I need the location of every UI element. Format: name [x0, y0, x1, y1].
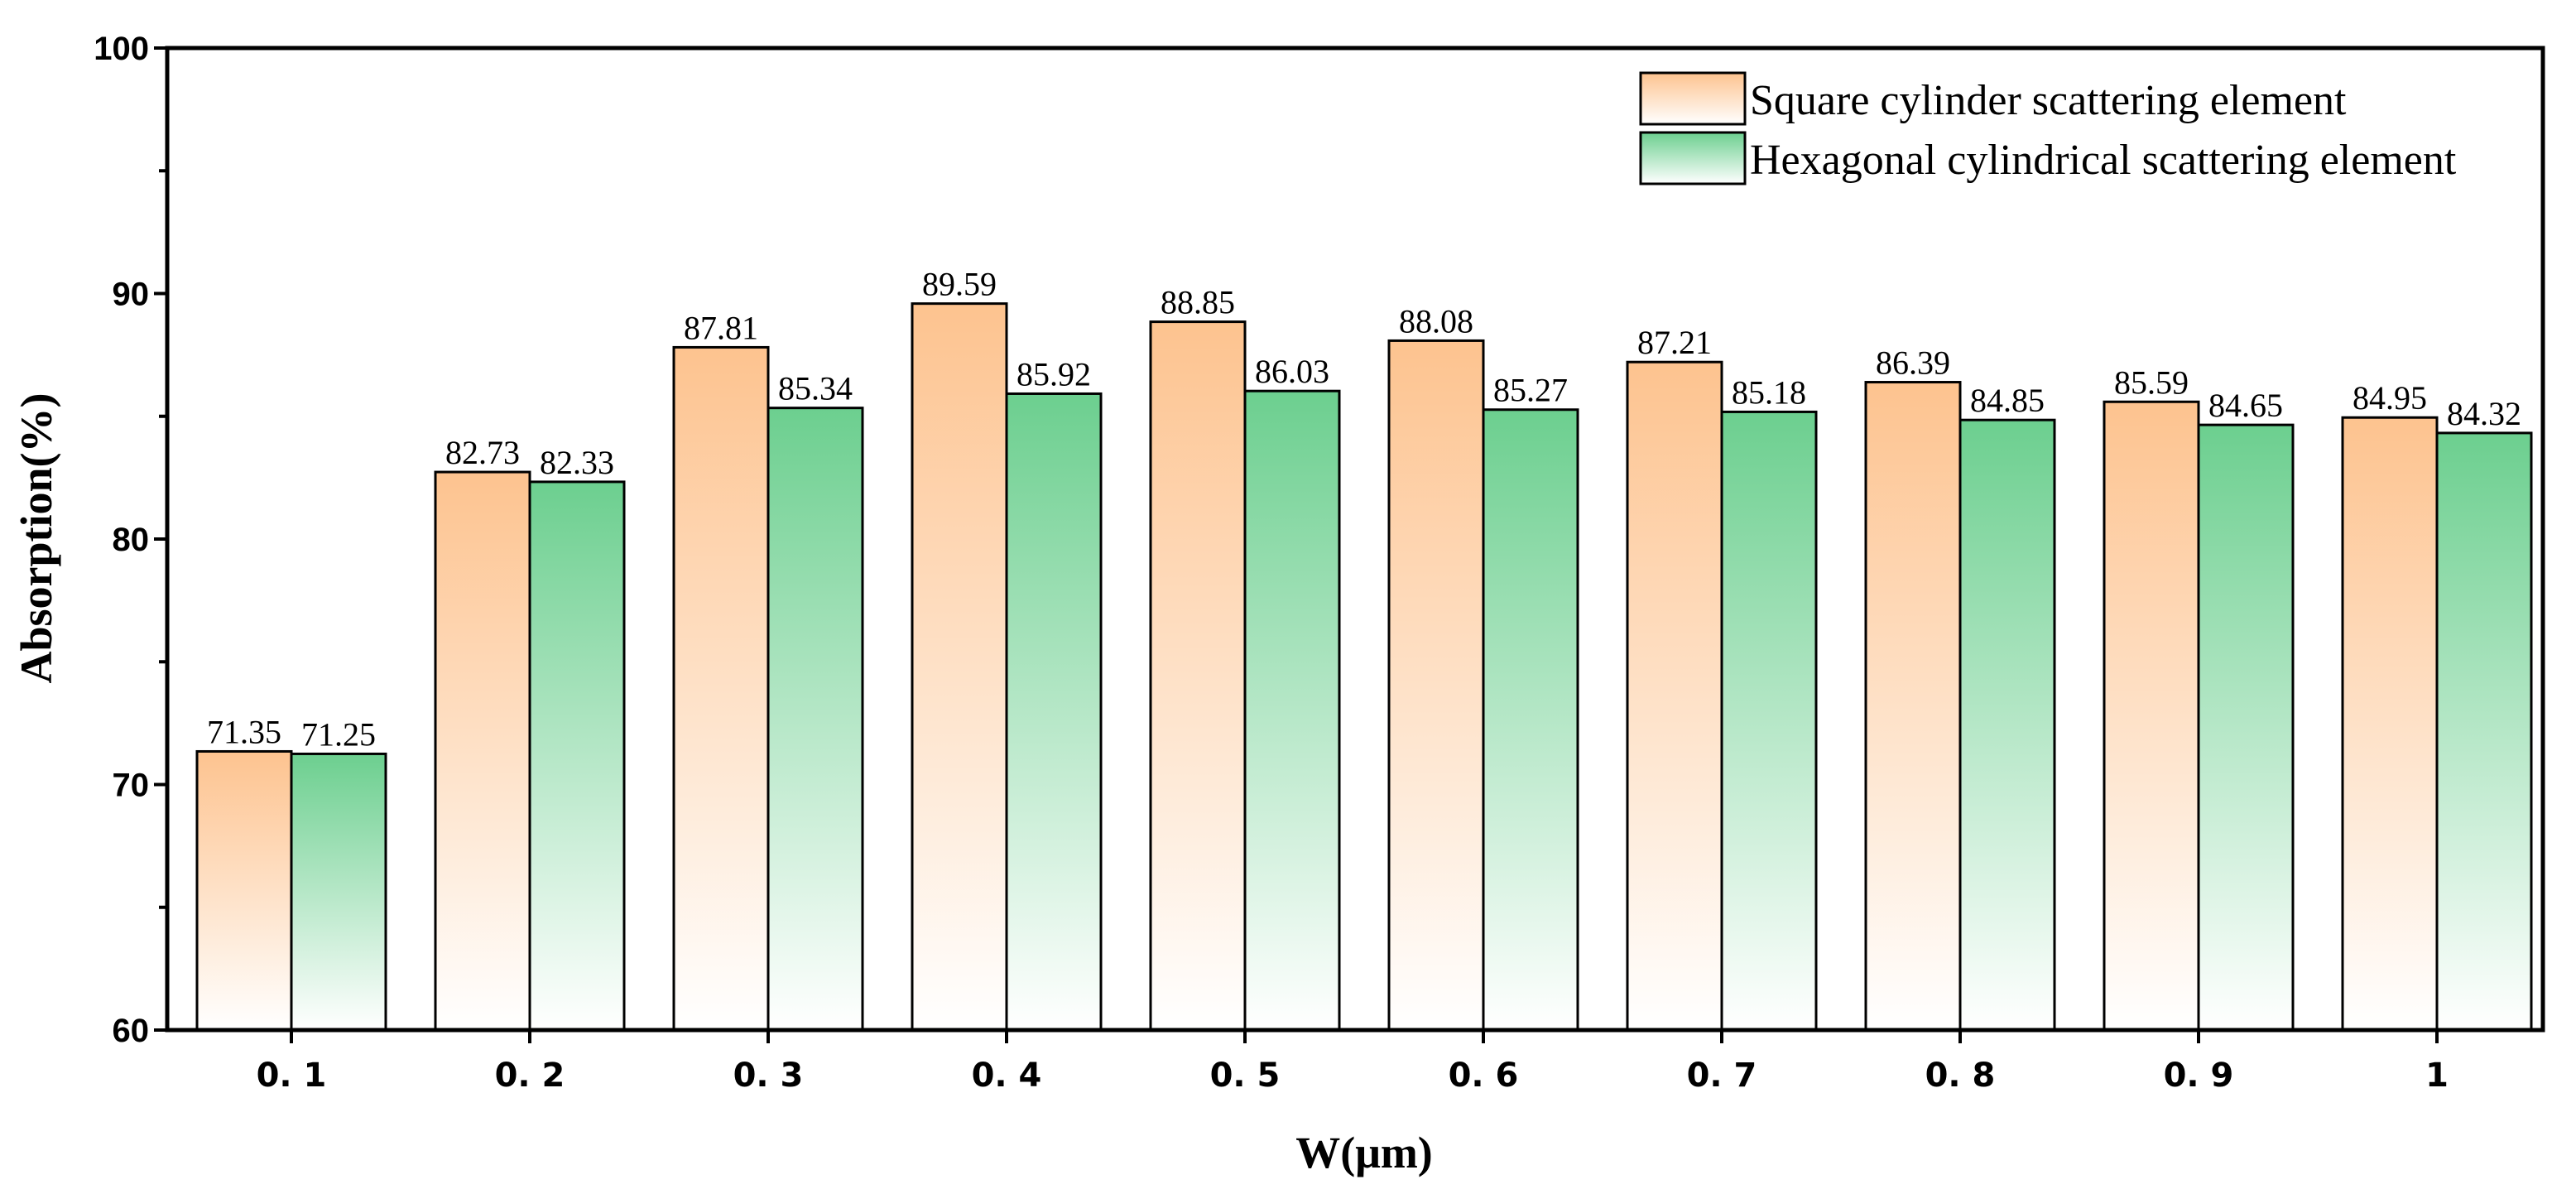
x-tick-label: 0. 8: [1925, 1057, 1996, 1095]
x-tick-label: 1: [2425, 1057, 2449, 1095]
x-tick-label: 0. 9: [2164, 1057, 2234, 1095]
x-axis: 0. 1 0. 2 0. 3 0. 4 0. 5 0. 6 0. 7 0. 8 0. 9 1: [257, 1030, 2449, 1095]
bar-labels-layer: 71.35 71.25 82.73 82.33 87.81 85.34 89.59 85.92…: [207, 266, 2521, 753]
data-label-square-0.6: 88.08: [1399, 302, 1473, 339]
bar-hexagonal-0.8: [1958, 418, 2056, 1032]
y-tick-label: 80: [113, 522, 150, 558]
bar-hexagonal-0.1: [290, 752, 387, 1032]
data-label-square-0.7: 87.21: [1637, 324, 1712, 361]
data-label-hexagonal-0.5: 86.03: [1255, 353, 1329, 390]
bar-hexagonal-0.6: [1482, 408, 1579, 1032]
x-tick-label: 0. 7: [1687, 1057, 1757, 1095]
legend-swatch-square: [1639, 71, 1747, 126]
x-tick-label: 0. 3: [733, 1057, 804, 1095]
data-label-hexagonal-0.2: 82.33: [540, 444, 614, 481]
bars-layer: [195, 302, 2533, 1032]
x-axis-title: W(μm): [1295, 1128, 1433, 1177]
data-label-square-0.8: 86.39: [1876, 344, 1950, 382]
bar-hexagonal-0.5: [1243, 389, 1341, 1032]
bar-square-0.4: [911, 302, 1008, 1032]
bar-square-0.2: [434, 470, 531, 1032]
data-label-hexagonal-0.1: 71.25: [301, 715, 376, 753]
data-label-hexagonal-1: 84.32: [2447, 395, 2521, 432]
bar-square-0.3: [672, 345, 770, 1032]
data-label-square-0.1: 71.35: [207, 713, 281, 750]
data-label-hexagonal-0.9: 84.65: [2208, 387, 2283, 424]
data-label-hexagonal-0.6: 85.27: [1493, 372, 1568, 409]
bar-square-0.6: [1387, 339, 1485, 1032]
x-tick-label: 0. 1: [257, 1057, 327, 1095]
bar-hexagonal-0.9: [2197, 423, 2295, 1032]
y-tick-label: 60: [113, 1013, 150, 1049]
y-axis: 60 70 80 90 100: [94, 31, 167, 1049]
y-tick-label: 70: [113, 768, 150, 804]
y-tick-label: 90: [113, 277, 150, 313]
data-label-square-1: 84.95: [2353, 379, 2427, 416]
data-label-hexagonal-0.4: 85.92: [1016, 355, 1091, 392]
data-label-square-0.3: 87.81: [684, 309, 758, 346]
bar-square-1: [2341, 416, 2439, 1032]
data-label-square-0.9: 85.59: [2114, 363, 2189, 401]
data-label-hexagonal-0.7: 85.18: [1732, 373, 1806, 411]
data-label-square-0.5: 88.85: [1161, 284, 1235, 321]
bar-square-0.8: [1864, 381, 1962, 1032]
bar-hexagonal-0.4: [1005, 392, 1103, 1032]
legend-swatch-hexagonal: [1639, 131, 1747, 185]
legend-label-hexagonal: Hexagonal cylindrical scattering element: [1750, 137, 2457, 184]
y-axis-title: Absorption(%): [12, 392, 61, 683]
y-tick-label: 100: [94, 31, 149, 67]
data-label-square-0.4: 89.59: [922, 266, 997, 303]
data-label-hexagonal-0.8: 84.85: [1970, 382, 2045, 419]
bar-square-0.1: [195, 749, 293, 1032]
bar-hexagonal-0.2: [528, 480, 626, 1032]
x-tick-label: 0. 4: [972, 1057, 1042, 1095]
bar-square-0.5: [1149, 320, 1247, 1032]
data-label-square-0.2: 82.73: [445, 434, 520, 471]
bar-square-0.9: [2103, 400, 2200, 1032]
legend: Square cylinder scattering element Hexag…: [1639, 71, 2457, 185]
data-label-hexagonal-0.3: 85.34: [778, 370, 853, 407]
x-tick-label: 0. 5: [1210, 1057, 1281, 1095]
x-tick-label: 0. 6: [1449, 1057, 1519, 1095]
legend-label-square: Square cylinder scattering element: [1750, 77, 2347, 124]
bar-hexagonal-1: [2435, 431, 2533, 1032]
x-tick-label: 0. 2: [495, 1057, 565, 1095]
bar-hexagonal-0.7: [1720, 410, 1818, 1032]
bar-square-0.7: [1626, 360, 1723, 1032]
bar-hexagonal-0.3: [767, 407, 864, 1032]
